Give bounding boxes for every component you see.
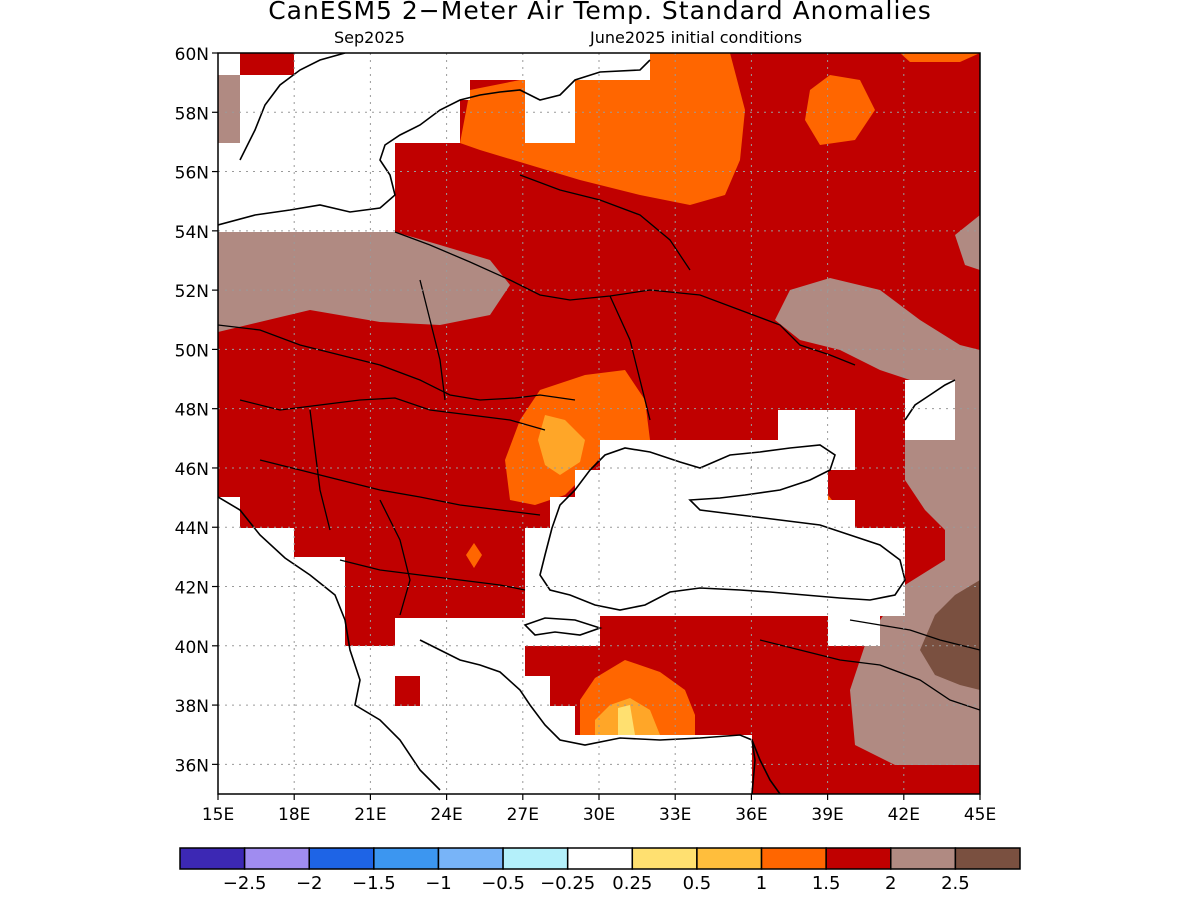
- colorbar-swatch: [437, 847, 504, 870]
- levant-coast: [751, 739, 781, 794]
- aegean-coast: [419, 639, 756, 794]
- colorbar-swatch: [502, 847, 569, 870]
- anomaly-region-northwest: [218, 53, 240, 143]
- colorbar-swatch: [373, 847, 440, 870]
- colorbar-label: 0.5: [683, 873, 712, 894]
- colorbar-swatch: [890, 847, 957, 870]
- lat-lon-gridlines: [218, 53, 980, 794]
- anomaly-region-east-dark: [920, 580, 980, 690]
- lon-tick-label: 18E: [278, 805, 310, 825]
- longitude-tick-labels: 15E 18E 21E 24E 27E 30E 33E 36E 39E 42E 45E: [202, 794, 996, 825]
- initial-conditions: June2025 initial conditions: [590, 28, 803, 47]
- colorbar-swatch: [243, 847, 310, 870]
- lat-tick-label: 58N: [175, 104, 209, 124]
- colorbar-swatch: [631, 847, 698, 870]
- coastlines: [218, 53, 956, 794]
- lat-tick-label: 42N: [175, 579, 209, 599]
- lon-tick-label: 36E: [735, 805, 767, 825]
- anomaly-region-moscow-orange: [805, 75, 875, 145]
- lat-tick-label: 46N: [175, 460, 209, 480]
- anomaly-region-moldova-lightorange: [538, 415, 585, 475]
- lon-tick-label: 45E: [964, 805, 996, 825]
- scandinavia-coast: [239, 53, 346, 161]
- colorbar-swatch: [696, 847, 763, 870]
- lat-tick-label: 54N: [175, 223, 209, 243]
- lat-tick-label: 38N: [175, 697, 209, 717]
- colorbar-label: −2.5: [223, 873, 267, 894]
- map-title: CanESM5 2−Meter Air Temp. Standard Anoma…: [268, 0, 932, 25]
- anomaly-region-east: [775, 215, 980, 765]
- colorbar-label: 1.5: [812, 873, 841, 894]
- lon-tick-label: 27E: [507, 805, 539, 825]
- adriatic-coast: [218, 496, 441, 791]
- colorbar-swatch: [566, 847, 634, 870]
- forecast-month: Sep2025: [334, 28, 405, 47]
- lon-tick-label: 21E: [354, 805, 386, 825]
- lat-tick-label: 40N: [175, 638, 209, 658]
- lat-tick-label: 60N: [175, 45, 209, 65]
- colorbar-label: −0.25: [540, 873, 595, 894]
- lat-tick-label: 56N: [175, 164, 209, 184]
- colorbar-legend: −2.5 −2 −1.5 −1 −0.5 −0.25 0.25 0.5 1 1.5 2 2.5: [179, 847, 1021, 894]
- anomaly-region-bulgaria-spot: [466, 543, 482, 568]
- caspian-coast: [904, 379, 956, 421]
- colorbar-label: −1.5: [352, 873, 396, 894]
- colorbar-label: −2: [296, 873, 323, 894]
- lon-tick-label: 42E: [888, 805, 920, 825]
- lat-tick-label: 52N: [175, 282, 209, 302]
- colorbar-label: 2: [885, 873, 896, 894]
- lat-tick-label: 44N: [175, 519, 209, 539]
- colorbar-swatch: [954, 847, 1021, 870]
- colorbar-label: 2.5: [941, 873, 970, 894]
- anomaly-region-anatolia-yellow: [618, 705, 635, 735]
- lon-tick-label: 39E: [811, 805, 843, 825]
- country-borders: [218, 174, 980, 711]
- colorbar-swatch: [825, 847, 892, 870]
- colorbar-label: 0.25: [612, 873, 652, 894]
- lat-tick-label: 36N: [175, 756, 209, 776]
- colorbar-label: 1: [756, 873, 767, 894]
- lon-tick-label: 24E: [430, 805, 462, 825]
- sea-of-marmara: [523, 617, 603, 636]
- colorbar-swatch: [179, 847, 246, 870]
- colorbar-swatch: [308, 847, 375, 870]
- colorbar-label: −0.5: [481, 873, 525, 894]
- latitude-tick-labels: 60N 58N 56N 54N 52N 50N 48N 46N 44N 42N 40N 38N 36N: [175, 45, 218, 776]
- black-sea-coast: [539, 444, 906, 611]
- baltic-coast: [218, 59, 651, 226]
- lon-tick-label: 30E: [583, 805, 615, 825]
- lon-tick-label: 15E: [202, 805, 234, 825]
- lon-tick-label: 33E: [659, 805, 691, 825]
- lat-tick-label: 50N: [175, 341, 209, 361]
- colorbar-label: −1: [425, 873, 452, 894]
- anomaly-region-west-poland: [218, 232, 510, 332]
- lat-tick-label: 48N: [175, 401, 209, 421]
- anomaly-region-northeast-orange: [900, 53, 980, 62]
- colorbar-swatch: [760, 847, 827, 870]
